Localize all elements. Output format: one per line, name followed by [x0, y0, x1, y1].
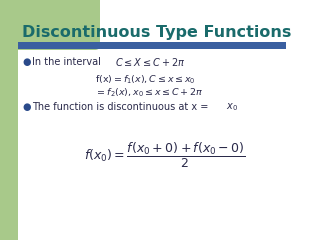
Text: $= f_2(x), x_0 \leq x \leq C + 2\pi$: $= f_2(x), x_0 \leq x \leq C + 2\pi$: [95, 87, 204, 99]
Bar: [0, 0, 60, 45]
Bar: [0, 0, 18, 240]
Bar: [0, 0, 95, 30]
Text: ●: ●: [22, 57, 30, 67]
Text: The function is discontinuous at x =: The function is discontinuous at x =: [32, 102, 208, 112]
Bar: [18, 42, 286, 49]
FancyBboxPatch shape: [0, 0, 100, 50]
Text: ●: ●: [22, 102, 30, 112]
Text: Discontinuous Type Functions: Discontinuous Type Functions: [22, 24, 292, 40]
Text: In the interval: In the interval: [32, 57, 101, 67]
Text: $C \leq X \leq C+2\pi$: $C \leq X \leq C+2\pi$: [115, 56, 185, 68]
Text: $f(x_0) = \dfrac{f(x_0+0)+ f(x_0-0)}{2}$: $f(x_0) = \dfrac{f(x_0+0)+ f(x_0-0)}{2}$: [84, 140, 246, 169]
Text: $x_0$: $x_0$: [226, 101, 238, 113]
Text: $\mathrm{f(x)} = f_1(x), C \leq x \leq x_0$: $\mathrm{f(x)} = f_1(x), C \leq x \leq x…: [95, 74, 196, 86]
